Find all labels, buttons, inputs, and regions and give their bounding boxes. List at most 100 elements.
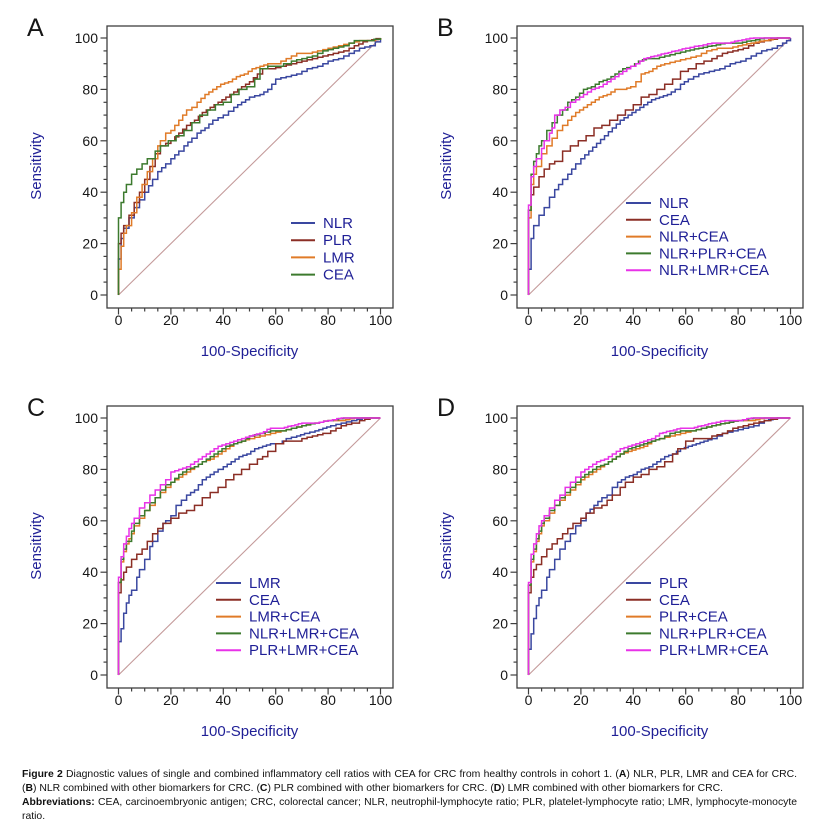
legend-entry-LMR+CEA: LMR+CEA xyxy=(216,609,320,626)
reference-diagonal xyxy=(527,417,791,676)
legend-label: PLR xyxy=(659,575,688,592)
panel-letter-A: A xyxy=(27,14,44,42)
x-tick-label: 100 xyxy=(778,312,802,328)
y-tick-label: 20 xyxy=(82,616,98,632)
x-tick-label: 60 xyxy=(268,692,284,708)
caption-text: ) PLR combined with other biomarkers for… xyxy=(267,782,494,794)
legend-label: NLR xyxy=(323,215,353,232)
x-tick-label: 20 xyxy=(573,312,589,328)
y-tick-label: 40 xyxy=(492,184,508,200)
y-tick-label: 60 xyxy=(82,133,98,149)
x-tick-label: 0 xyxy=(115,312,123,328)
y-tick-label: 40 xyxy=(492,564,508,580)
reference-diagonal xyxy=(527,37,791,296)
y-axis-title: Sensitivity xyxy=(438,512,455,580)
caption-text: ) NLR combined with other biomarkers for… xyxy=(32,782,260,794)
roc-plot-C: C 0 20 40 60 80 100 0 20 40 60 80 100 100-Specificity… xyxy=(27,394,394,740)
panel-letter-D: D xyxy=(437,394,455,422)
x-tick-label: 0 xyxy=(524,312,532,328)
legend-entry-PLR+CEA: PLR+CEA xyxy=(625,609,728,626)
y-tick-label: 0 xyxy=(500,667,508,683)
caption-bold-text: C xyxy=(259,782,268,794)
legend-label: LMR+CEA xyxy=(249,609,320,626)
y-tick-label: 40 xyxy=(82,184,98,200)
panel-letter-B: B xyxy=(437,14,454,42)
y-tick-label: 100 xyxy=(75,410,99,426)
caption-text: CEA, carcinoembryonic antigen; CRC, colo… xyxy=(22,796,797,822)
y-tick-label: 100 xyxy=(484,410,508,426)
reference-diagonal xyxy=(118,37,381,296)
roc-curve-PLR+LMR+CEA xyxy=(117,417,381,675)
panel-D: D 0 20 40 60 80 100 0 20 40 60 80 100 100-Specificity… xyxy=(410,380,819,760)
panel-C: C 0 20 40 60 80 100 0 20 40 60 80 100 100-Specificity… xyxy=(0,380,409,760)
legend-label: NLR+LMR+CEA xyxy=(659,262,769,279)
caption-paragraph: Figure 2 Diagnostic values of single and… xyxy=(22,768,797,796)
roc-panels-grid: A 0 20 40 60 80 100 0 20 40 60 80 100 100-Specificity… xyxy=(0,0,819,760)
x-tick-label: 40 xyxy=(216,312,232,328)
roc-curve-NLR xyxy=(527,38,791,295)
panel-B: B 0 20 40 60 80 100 0 20 40 60 80 100 100-Specificity… xyxy=(410,0,819,380)
x-tick-label: 60 xyxy=(268,312,284,328)
figure-caption: Figure 2 Diagnostic values of single and… xyxy=(0,760,819,824)
caption-text: ) LMR combined with other biomarkers for… xyxy=(501,782,724,794)
x-tick-label: 40 xyxy=(625,312,641,328)
roc-plot-B: B 0 20 40 60 80 100 0 20 40 60 80 100 100-Specificity… xyxy=(437,14,804,360)
roc-curve-PLR+LMR+CEA xyxy=(527,417,790,675)
x-tick-label: 80 xyxy=(730,692,746,708)
x-tick-label: 0 xyxy=(115,692,123,708)
x-tick-label: 40 xyxy=(216,692,232,708)
legend-entry-LMR: LMR xyxy=(291,249,355,266)
caption-bold-text: D xyxy=(493,782,502,794)
roc-curve-NLR xyxy=(117,38,382,295)
x-tick-label: 40 xyxy=(625,692,641,708)
roc-curve-CEA xyxy=(527,417,790,675)
legend-label: NLR+CEA xyxy=(659,229,729,246)
legend-entry-PLR+LMR+CEA: PLR+LMR+CEA xyxy=(625,642,768,659)
legend-label: CEA xyxy=(659,212,690,229)
caption-text: Diagnostic values of single and combined… xyxy=(66,769,619,780)
legend-entry-LMR: LMR xyxy=(216,575,281,592)
legend-entry-CEA: CEA xyxy=(291,267,354,284)
legend-label: LMR xyxy=(249,575,281,592)
legend-entry-NLR+PLR+CEA: NLR+PLR+CEA xyxy=(625,625,766,642)
x-axis-title: 100-Specificity xyxy=(201,723,299,740)
roc-plot-A: A 0 20 40 60 80 100 0 20 40 60 80 100 100-Specificity… xyxy=(27,14,394,360)
legend-entry-PLR: PLR xyxy=(291,232,352,249)
y-tick-label: 0 xyxy=(90,287,98,303)
legend-entry-NLR+PLR+CEA: NLR+PLR+CEA xyxy=(625,245,766,262)
caption-bold-text: Abbreviations: xyxy=(22,796,99,808)
legend-entry-PLR+LMR+CEA: PLR+LMR+CEA xyxy=(216,642,358,659)
legend-label: PLR+LMR+CEA xyxy=(249,642,358,659)
y-tick-label: 100 xyxy=(75,30,99,46)
x-tick-label: 100 xyxy=(778,692,802,708)
legend-entry-PLR: PLR xyxy=(625,575,688,592)
y-tick-label: 60 xyxy=(492,513,508,529)
roc-curve-NLR+CEA xyxy=(527,37,790,295)
x-tick-label: 80 xyxy=(320,312,336,328)
legend-label: CEA xyxy=(659,592,690,609)
roc-plot-D: D 0 20 40 60 80 100 0 20 40 60 80 100 100-Specificity… xyxy=(437,394,804,740)
legend-label: PLR xyxy=(323,232,352,249)
y-tick-label: 20 xyxy=(82,236,98,252)
roc-curve-CEA xyxy=(117,38,382,295)
y-tick-label: 0 xyxy=(90,667,98,683)
x-tick-label: 100 xyxy=(369,692,393,708)
y-tick-label: 100 xyxy=(484,30,508,46)
roc-curve-PLR xyxy=(527,417,790,675)
y-tick-label: 40 xyxy=(82,564,98,580)
legend-label: NLR+LMR+CEA xyxy=(249,625,359,642)
caption-text: ) NLR, PLR, LMR and CEA for CRC. ( xyxy=(22,769,797,794)
legend-label: CEA xyxy=(249,592,280,609)
legend-label: PLR+CEA xyxy=(659,609,728,626)
x-axis-title: 100-Specificity xyxy=(610,723,708,740)
x-tick-label: 80 xyxy=(730,312,746,328)
x-tick-label: 20 xyxy=(573,692,589,708)
y-axis-title: Sensitivity xyxy=(438,132,455,200)
y-tick-label: 80 xyxy=(492,461,508,477)
x-tick-label: 0 xyxy=(524,692,532,708)
x-tick-label: 60 xyxy=(677,692,693,708)
caption-bold-text: A xyxy=(618,769,627,780)
y-axis-title: Sensitivity xyxy=(28,132,45,200)
roc-curve-NLR+PLR+CEA xyxy=(527,417,790,675)
